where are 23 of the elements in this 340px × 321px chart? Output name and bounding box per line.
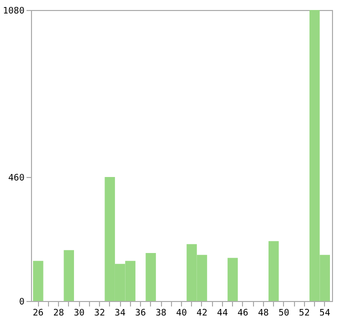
x-tick-label: 38 [156, 308, 166, 318]
bar [64, 250, 74, 301]
bar [33, 260, 44, 301]
bar [228, 258, 238, 301]
x-tick-label: 30 [74, 308, 85, 318]
x-tick-label: 32 [94, 308, 106, 318]
x-tick-label: 46 [238, 308, 248, 318]
x-tick-label: 54 [319, 308, 330, 318]
x-tick-label: 28 [53, 308, 64, 318]
x-tick-label: 36 [135, 308, 146, 318]
bar [268, 241, 279, 301]
y-tick-label: 1080 [2, 6, 24, 16]
x-tick-label: 34 [114, 308, 126, 318]
x-tick-label: 26 [32, 308, 44, 318]
x-tick-label: 48 [258, 308, 269, 318]
bar [146, 253, 156, 301]
x-tick-label: 42 [196, 308, 208, 318]
x-tick-label: 50 [278, 308, 290, 318]
y-tick-label: 460 [8, 174, 24, 184]
x-tick-label: 44 [217, 308, 228, 318]
y-tick-label: 0 [19, 298, 24, 308]
x-tick-label: 52 [298, 308, 310, 318]
x-tick-label: 40 [176, 308, 187, 318]
